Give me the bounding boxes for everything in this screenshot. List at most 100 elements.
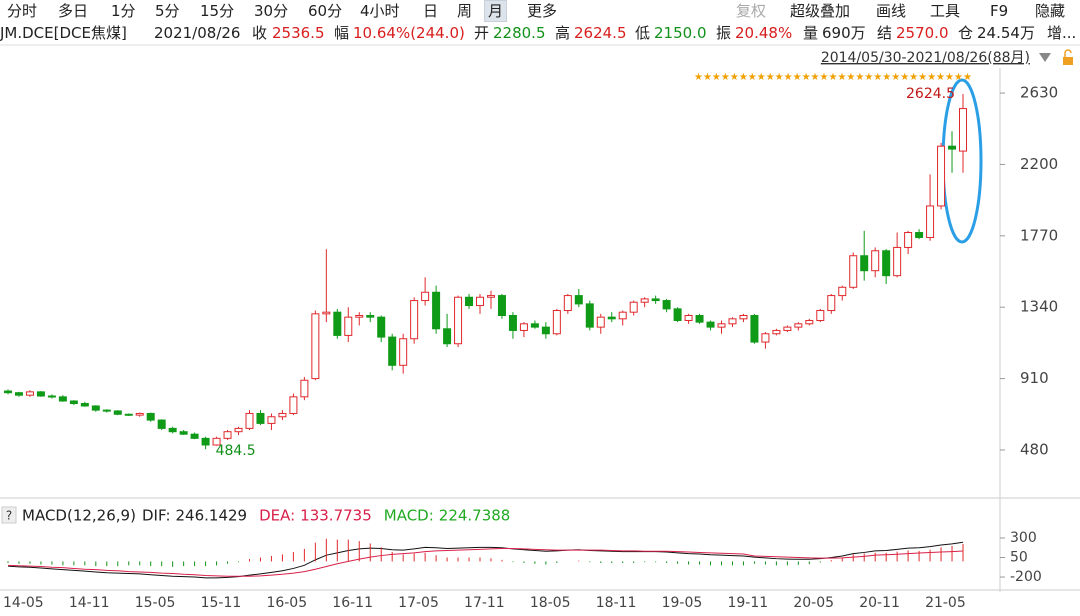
candle-body bbox=[80, 402, 89, 407]
macd-line bbox=[7, 541, 964, 579]
info-label: 收 bbox=[252, 24, 268, 42]
help-icon[interactable] bbox=[1, 506, 17, 524]
candle-body bbox=[267, 416, 276, 424]
tool-button[interactable]: F9 bbox=[990, 2, 1009, 20]
x-tick-label: 16-05 bbox=[266, 595, 307, 611]
tool-button[interactable]: 画线 bbox=[876, 2, 907, 20]
candle-body bbox=[673, 308, 682, 321]
candle-body bbox=[432, 291, 441, 330]
candle-body bbox=[58, 396, 67, 402]
candle-body bbox=[443, 328, 452, 345]
candle-body bbox=[552, 310, 561, 335]
y-tick-label: 1770 bbox=[1020, 226, 1058, 244]
period-tab[interactable]: 更多 bbox=[527, 2, 558, 20]
dropdown-icon[interactable] bbox=[1039, 53, 1051, 62]
x-tick-label: 17-11 bbox=[464, 595, 505, 611]
candle-body bbox=[750, 315, 759, 343]
x-tick-label: 15-11 bbox=[201, 595, 242, 611]
x-tick-label: 14-05 bbox=[3, 595, 44, 611]
candle-body bbox=[882, 250, 891, 277]
info-label: 幅 bbox=[334, 24, 350, 42]
period-tab[interactable]: 月 bbox=[484, 0, 508, 22]
period-tab[interactable]: 30分 bbox=[254, 2, 289, 20]
candle-body bbox=[816, 310, 825, 321]
candle-body bbox=[36, 391, 45, 397]
tool-button[interactable]: 工具 bbox=[930, 2, 961, 20]
candle-body bbox=[465, 296, 474, 307]
info-label: 开 bbox=[474, 24, 490, 42]
candle-body bbox=[849, 255, 858, 288]
tool-button[interactable]: 超级叠加 bbox=[790, 2, 851, 20]
x-tick-label: 16-11 bbox=[332, 595, 373, 611]
tool-button[interactable]: 隐藏 bbox=[1035, 2, 1066, 20]
period-tab[interactable]: 1分 bbox=[111, 2, 136, 20]
x-tick-label: 17-05 bbox=[398, 595, 439, 611]
candle-body bbox=[355, 315, 364, 318]
period-tab[interactable]: 60分 bbox=[308, 2, 343, 20]
candle-body bbox=[915, 232, 924, 238]
info-value: 20.48% bbox=[735, 24, 793, 42]
candle-body bbox=[333, 311, 342, 336]
x-tick-label: 19-11 bbox=[727, 595, 768, 611]
period-tab[interactable]: 4小时 bbox=[360, 2, 400, 20]
lock-icon[interactable] bbox=[1063, 57, 1073, 65]
info-value: 2536.5 bbox=[272, 24, 325, 42]
symbol: JM.DCE[DCE焦煤] bbox=[0, 24, 127, 42]
x-tick-label: 21-05 bbox=[925, 595, 966, 611]
candle-body bbox=[662, 300, 671, 310]
candle-body bbox=[421, 291, 430, 302]
candle-body bbox=[695, 315, 704, 323]
candle-body bbox=[519, 323, 528, 331]
tool-button[interactable]: 复权 bbox=[736, 2, 767, 20]
y-tick-label: 2200 bbox=[1020, 155, 1058, 173]
candle-body bbox=[278, 412, 287, 418]
candle-body bbox=[706, 321, 715, 328]
candle-body bbox=[91, 405, 100, 411]
period-tab[interactable]: 分时 bbox=[7, 2, 38, 20]
y-tick-label: -200 bbox=[1010, 569, 1042, 585]
candle-body bbox=[651, 298, 660, 302]
period-tab[interactable]: 日 bbox=[423, 2, 439, 20]
info-label: 仓 bbox=[958, 24, 974, 42]
period-tab[interactable]: 多日 bbox=[58, 2, 89, 20]
candle-body bbox=[113, 410, 122, 415]
y-tick-label: 480 bbox=[1020, 440, 1049, 458]
candle-body bbox=[25, 391, 34, 396]
candle-body bbox=[937, 145, 946, 207]
x-tick-label: 14-11 bbox=[69, 595, 110, 611]
candle-body bbox=[959, 108, 967, 152]
candle-body bbox=[618, 311, 627, 320]
candle-body bbox=[860, 255, 869, 272]
candle-body bbox=[629, 301, 638, 313]
candle-body bbox=[871, 250, 880, 272]
info-value: 2150.0 bbox=[654, 24, 707, 42]
candle-body bbox=[344, 316, 353, 336]
candle-body bbox=[585, 303, 594, 328]
x-tick-label: 20-05 bbox=[793, 595, 834, 611]
candle-body bbox=[739, 315, 748, 320]
info-label: 振 bbox=[716, 24, 732, 42]
candle-body bbox=[179, 431, 188, 435]
candle-body bbox=[805, 319, 814, 325]
period-tab[interactable]: 周 bbox=[457, 2, 473, 20]
date-range[interactable]: 2014/05/30-2021/08/26(88月) bbox=[821, 50, 1030, 66]
info-label: 低 bbox=[635, 24, 651, 42]
info-value: 2624.5 bbox=[574, 24, 627, 42]
stars: ★★★★★★★★★★★★★★★★★★★★★★★★★★★★★★★ bbox=[694, 72, 972, 83]
candle-body bbox=[256, 412, 265, 424]
info-value: 2280.5 bbox=[493, 24, 546, 42]
info-value: 690万 bbox=[822, 24, 866, 42]
candle-body bbox=[399, 338, 408, 366]
legend-value: 246.1429 bbox=[176, 507, 248, 525]
candle-body bbox=[563, 295, 572, 312]
period-tab[interactable]: 5分 bbox=[155, 2, 180, 20]
candle-body bbox=[223, 431, 232, 439]
legend-name: DIF: bbox=[142, 507, 171, 525]
candle-body bbox=[322, 311, 331, 315]
highlight-ellipse bbox=[941, 78, 983, 244]
y-tick-label: 300 bbox=[1010, 530, 1037, 546]
candle-body bbox=[47, 395, 56, 398]
period-tab[interactable]: 15分 bbox=[200, 2, 235, 20]
candle-body bbox=[893, 246, 902, 277]
